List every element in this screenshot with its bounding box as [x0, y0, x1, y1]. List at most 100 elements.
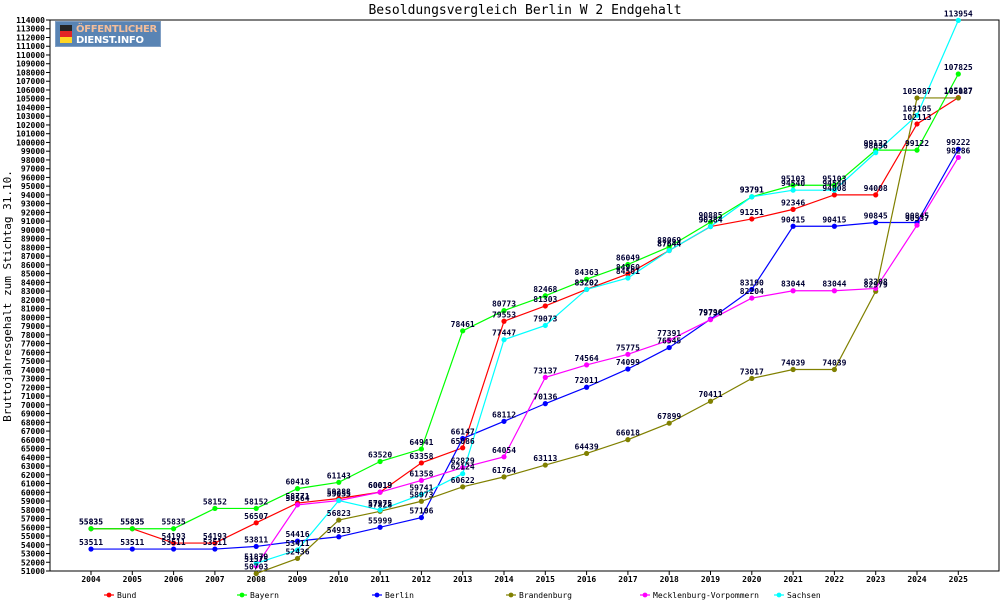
data-label: 79796 — [698, 308, 722, 317]
legend-marker — [374, 592, 380, 598]
data-label: 105087 — [903, 87, 932, 96]
data-label: 82204 — [740, 287, 764, 296]
data-label: 103105 — [903, 104, 932, 113]
data-label: 59055 — [327, 490, 351, 499]
y-tick-label: 64000 — [21, 453, 45, 462]
series-lines — [91, 20, 959, 575]
data-point — [749, 375, 755, 382]
y-tick-label: 69000 — [21, 410, 45, 419]
data-label: 55835 — [120, 518, 144, 527]
y-tick-label: 53000 — [21, 550, 45, 559]
data-point — [707, 223, 714, 230]
legend-label: Berlin — [385, 591, 414, 600]
data-point — [129, 526, 135, 532]
data-point — [831, 192, 838, 198]
y-tick-label: 61000 — [21, 480, 45, 489]
data-point — [171, 546, 177, 552]
data-point — [914, 222, 920, 228]
data-point — [542, 322, 548, 329]
data-label: 74099 — [616, 358, 640, 367]
y-tick-label: 112000 — [16, 33, 45, 42]
data-point — [88, 546, 94, 552]
data-label: 57828 — [368, 500, 392, 509]
data-label: 60019 — [368, 481, 392, 490]
y-tick-label: 94000 — [21, 191, 45, 200]
y-tick-label: 73000 — [21, 375, 45, 384]
data-label: 83044 — [822, 280, 846, 289]
data-point — [955, 17, 961, 24]
data-point — [377, 458, 383, 465]
x-tick-label: 2013 — [453, 575, 472, 584]
data-label: 95103 — [781, 174, 805, 183]
data-label: 66147 — [451, 428, 475, 437]
data-label: 93791 — [740, 186, 764, 195]
legend-marker — [642, 592, 648, 598]
x-tick-label: 2010 — [329, 575, 348, 584]
data-label: 79736 — [698, 309, 722, 318]
data-label: 92346 — [781, 198, 805, 207]
data-labels: 55835 55835 54193 54193 56507 58771 59288 60019… — [79, 9, 973, 571]
data-label: 54193 — [203, 532, 227, 541]
data-point — [831, 187, 838, 193]
data-label: 90845 — [905, 212, 929, 221]
data-label: 90885 — [698, 211, 722, 220]
y-tick-label: 85000 — [21, 270, 45, 279]
y-tick-label: 84000 — [21, 278, 45, 287]
y-tick-label: 65000 — [21, 445, 45, 454]
data-label: 55835 — [162, 518, 186, 527]
data-label: 53511 — [203, 538, 227, 547]
data-label: 58973 — [409, 490, 433, 499]
data-label: 65086 — [451, 437, 475, 446]
data-point — [212, 546, 218, 552]
data-point — [336, 479, 342, 485]
y-tick-label: 51000 — [21, 567, 45, 576]
legend: Bund Bayern Berlin Brandenburg Mecklenburg-V… — [104, 591, 821, 600]
chart-title: Besoldungsvergleich Berlin W 2 Endgehalt — [368, 3, 681, 18]
data-label: 57106 — [409, 507, 433, 516]
data-label: 90384 — [698, 216, 722, 225]
data-point — [542, 401, 548, 407]
x-tick-label: 2016 — [577, 575, 596, 584]
data-point — [460, 435, 466, 442]
y-tick-label: 103000 — [16, 112, 45, 121]
data-point — [790, 366, 796, 373]
data-point — [666, 337, 672, 343]
data-point — [542, 462, 548, 468]
y-tick-label: 63000 — [21, 462, 45, 471]
data-point — [501, 337, 507, 343]
data-point — [625, 351, 631, 357]
data-label: 61143 — [327, 471, 351, 480]
data-point — [501, 418, 507, 424]
series-line — [91, 148, 959, 550]
data-label: 79553 — [492, 310, 516, 319]
y-tick-label: 105000 — [16, 95, 45, 104]
data-point — [212, 505, 218, 512]
data-label: 64439 — [575, 442, 599, 451]
data-point — [377, 507, 383, 513]
data-point — [542, 374, 548, 380]
data-point — [460, 484, 466, 490]
data-point — [625, 437, 631, 443]
data-point — [955, 154, 961, 161]
data-point — [914, 95, 920, 101]
data-point — [501, 308, 507, 314]
data-label: 77391 — [657, 329, 681, 338]
data-label: 54913 — [327, 526, 351, 535]
data-label: 83044 — [781, 280, 805, 289]
x-tick-label: 2007 — [205, 575, 224, 584]
data-label: 102113 — [903, 113, 932, 122]
data-label: 57975 — [368, 499, 392, 508]
data-label: 55835 — [79, 518, 103, 527]
data-point — [294, 547, 301, 553]
x-tick-label: 2012 — [412, 575, 431, 584]
x-tick-label: 2025 — [949, 575, 968, 584]
data-label: 60418 — [285, 478, 309, 487]
data-label: 61764 — [492, 466, 516, 475]
data-point — [377, 524, 383, 530]
legend-label: Mecklenburg-Vorpommern — [653, 591, 759, 600]
plot-area — [49, 19, 1000, 572]
data-label: 77447 — [492, 329, 516, 338]
data-label: 87644 — [657, 240, 681, 249]
logo: ÖFFENTLICHER DIENST.INFO — [55, 21, 161, 47]
data-label: 52436 — [285, 547, 309, 556]
